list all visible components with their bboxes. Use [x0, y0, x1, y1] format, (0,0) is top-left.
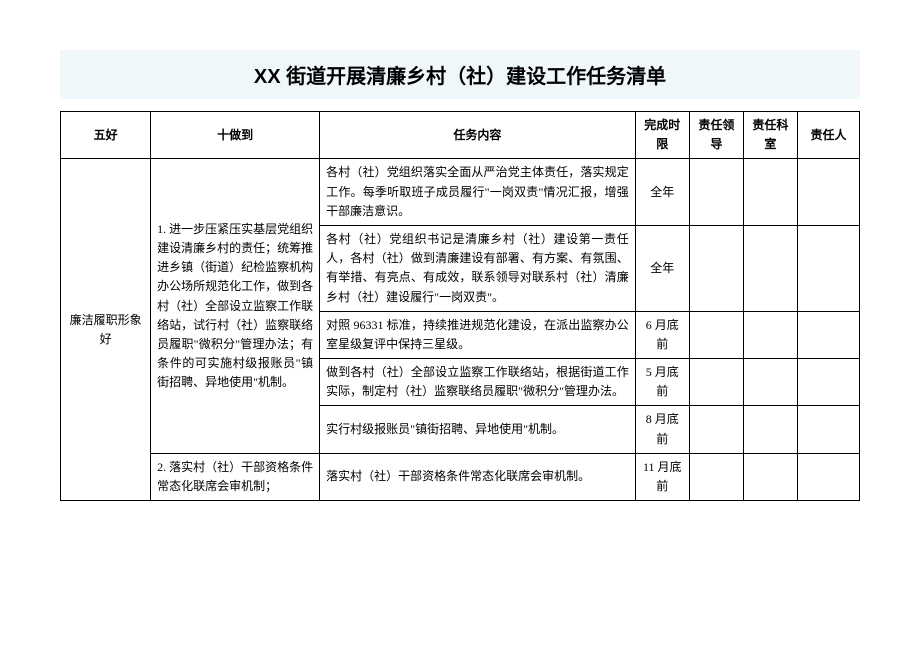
cell-deadline: 全年 [635, 159, 689, 226]
header-leader: 责任领导 [689, 112, 743, 159]
cell-deadline: 8 月底前 [635, 406, 689, 453]
cell-person [797, 359, 859, 406]
cell-leader [689, 406, 743, 453]
header-deadline: 完成时限 [635, 112, 689, 159]
cell-deadline: 全年 [635, 225, 689, 311]
cell-person [797, 311, 859, 358]
cell-content: 实行村级报账员"镇街招聘、异地使用"机制。 [320, 406, 636, 453]
cell-shizuodao-1: 1. 进一步压紧压实基层党组织建设清廉乡村的责任；统筹推进乡镇（街道）纪检监察机… [151, 159, 320, 453]
cell-dept [743, 406, 797, 453]
cell-dept [743, 225, 797, 311]
cell-person [797, 406, 859, 453]
cell-person [797, 159, 859, 226]
cell-wuhao: 廉洁履职形象好 [61, 159, 151, 501]
header-content: 任务内容 [320, 112, 636, 159]
cell-content: 各村（社）党组织书记是清廉乡村（社）建设第一责任人，各村（社）做到清廉建设有部署… [320, 225, 636, 311]
header-person: 责任人 [797, 112, 859, 159]
page-title: XX 街道开展清廉乡村（社）建设工作任务清单 [60, 60, 860, 89]
cell-dept [743, 311, 797, 358]
table-row: 廉洁履职形象好 1. 进一步压紧压实基层党组织建设清廉乡村的责任；统筹推进乡镇（… [61, 159, 860, 226]
header-dept: 责任科室 [743, 112, 797, 159]
cell-leader [689, 225, 743, 311]
header-wuhao: 五好 [61, 112, 151, 159]
cell-content: 做到各村（社）全部设立监察工作联络站，根据街道工作实际，制定村（社）监察联络员履… [320, 359, 636, 406]
cell-dept [743, 453, 797, 500]
cell-deadline: 11 月底前 [635, 453, 689, 500]
cell-deadline: 6 月底前 [635, 311, 689, 358]
cell-shizuodao-2: 2. 落实村（社）干部资格条件常态化联席会审机制； [151, 453, 320, 500]
cell-content: 各村（社）党组织落实全面从严治党主体责任，落实规定工作。每季听取班子成员履行"一… [320, 159, 636, 226]
cell-leader [689, 159, 743, 226]
table-row: 2. 落实村（社）干部资格条件常态化联席会审机制； 落实村（社）干部资格条件常态… [61, 453, 860, 500]
cell-content: 对照 96331 标准，持续推进规范化建设，在派出监察办公室星级复评中保持三星级… [320, 311, 636, 358]
title-bar: XX 街道开展清廉乡村（社）建设工作任务清单 [60, 50, 860, 99]
task-table: 五好 十做到 任务内容 完成时限 责任领导 责任科室 责任人 廉洁履职形象好 1… [60, 111, 860, 501]
cell-deadline: 5 月底前 [635, 359, 689, 406]
cell-content: 落实村（社）干部资格条件常态化联席会审机制。 [320, 453, 636, 500]
cell-leader [689, 453, 743, 500]
cell-person [797, 225, 859, 311]
document-page: XX 街道开展清廉乡村（社）建设工作任务清单 五好 十做到 任务内容 完成时限 … [0, 0, 920, 651]
cell-leader [689, 311, 743, 358]
header-shizuodao: 十做到 [151, 112, 320, 159]
cell-leader [689, 359, 743, 406]
cell-dept [743, 359, 797, 406]
cell-person [797, 453, 859, 500]
cell-dept [743, 159, 797, 226]
